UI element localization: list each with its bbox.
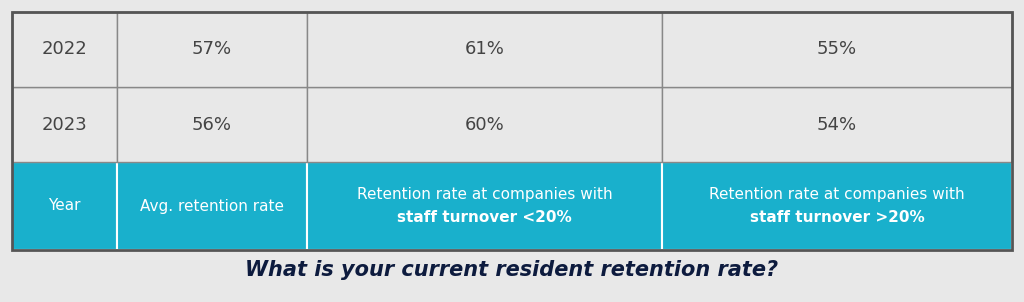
Text: 54%: 54% [817,115,857,133]
Text: staff turnover >20%: staff turnover >20% [750,210,925,226]
Text: 55%: 55% [817,40,857,59]
Text: What is your current resident retention rate?: What is your current resident retention … [246,260,778,280]
Text: 57%: 57% [191,40,232,59]
FancyBboxPatch shape [12,250,1012,290]
Text: Retention rate at companies with: Retention rate at companies with [710,187,965,201]
FancyBboxPatch shape [12,162,117,250]
Text: 61%: 61% [465,40,505,59]
Text: Avg. retention rate: Avg. retention rate [140,198,284,214]
Text: 2023: 2023 [42,115,87,133]
Text: 56%: 56% [193,115,232,133]
FancyBboxPatch shape [662,162,1012,250]
FancyBboxPatch shape [662,87,1012,162]
FancyBboxPatch shape [12,12,117,87]
Text: Retention rate at companies with: Retention rate at companies with [356,187,612,201]
FancyBboxPatch shape [662,12,1012,87]
FancyBboxPatch shape [117,87,307,162]
FancyBboxPatch shape [307,87,662,162]
FancyBboxPatch shape [117,162,307,250]
FancyBboxPatch shape [307,12,662,87]
Text: 60%: 60% [465,115,505,133]
Text: staff turnover <20%: staff turnover <20% [397,210,571,226]
FancyBboxPatch shape [307,162,662,250]
FancyBboxPatch shape [12,87,117,162]
Text: 2022: 2022 [42,40,87,59]
Text: Year: Year [48,198,81,214]
FancyBboxPatch shape [117,12,307,87]
